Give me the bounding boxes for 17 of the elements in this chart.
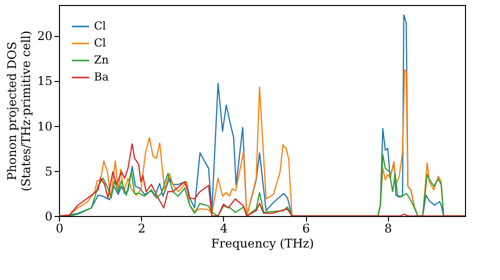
x-tick-label: 6 [302, 222, 310, 236]
legend-label: Zn [94, 54, 109, 66]
x-tick-label: 2 [138, 222, 146, 236]
line-series [59, 143, 465, 216]
legend-label: Cl [94, 36, 106, 50]
x-tick-label: 0 [56, 222, 64, 236]
legend-label: Cl [94, 20, 106, 32]
y-tick-label: 0 [44, 210, 52, 224]
y-tick-label: 10 [37, 119, 52, 134]
x-axis-title: Frequency (THz) [211, 236, 314, 250]
legend-label: Ba [94, 70, 110, 84]
y-tick-label: 20 [37, 29, 52, 44]
x-tick-label: 8 [384, 222, 392, 236]
y-tick-label: 15 [37, 74, 52, 88]
y-tick-label: 5 [44, 164, 52, 178]
x-tick-label: 4 [220, 222, 228, 236]
y-axis-title: Phonon projected DOS (States/THz·primitive cell) [5, 30, 34, 192]
